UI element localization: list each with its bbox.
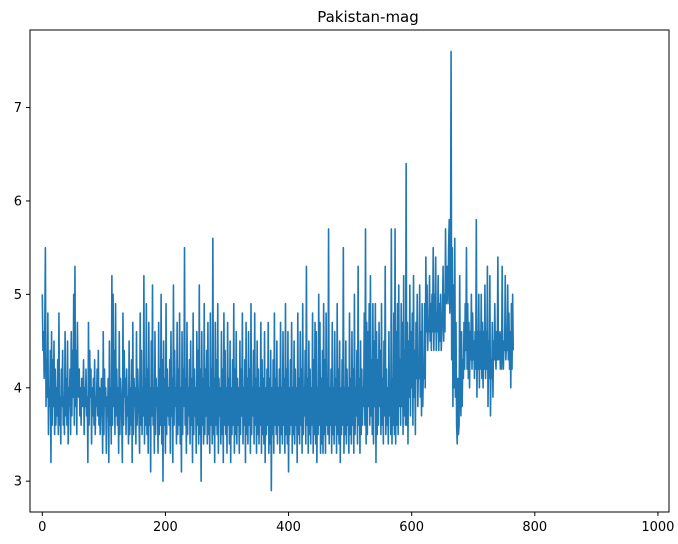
y-tick-label: 4 — [14, 381, 22, 396]
x-tick-label: 200 — [153, 520, 178, 535]
x-tick-label: 400 — [276, 520, 301, 535]
y-axis: 3 4 5 6 7 — [14, 101, 30, 490]
x-tick-label: 800 — [522, 520, 547, 535]
chart-title: Pakistan-mag — [317, 8, 419, 26]
axes-frame — [29, 29, 670, 513]
plot-area: 0 200 400 600 800 1000 3 4 5 6 7 — [14, 29, 674, 535]
series-line — [41, 50, 515, 492]
y-tick-label: 7 — [14, 101, 22, 116]
x-tick-label: 600 — [399, 520, 424, 535]
y-tick-label: 3 — [14, 475, 22, 490]
y-tick-label: 5 — [14, 288, 22, 303]
y-tick-label: 6 — [14, 194, 22, 209]
x-tick-label: 0 — [38, 520, 46, 535]
x-tick-label: 1000 — [641, 520, 674, 535]
x-axis: 0 200 400 600 800 1000 — [38, 512, 674, 535]
